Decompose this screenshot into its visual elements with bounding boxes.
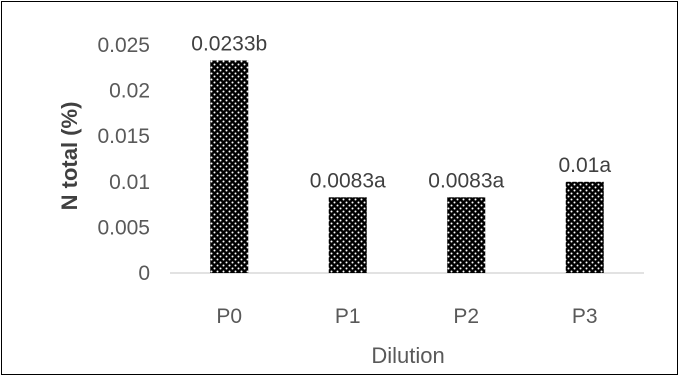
y-tick-label: 0.025: [97, 34, 150, 57]
y-axis-label: N total (%): [57, 102, 82, 211]
x-axis-categories: P0 P1 P2 P3: [216, 305, 597, 328]
x-tick-label: P1: [335, 305, 361, 328]
data-label: 0.0083a: [310, 169, 386, 192]
bar-p2: [447, 197, 486, 273]
data-label: 0.0083a: [428, 169, 504, 192]
x-tick-label: P2: [453, 305, 479, 328]
x-tick-label: P0: [216, 305, 242, 328]
y-axis-ticks: 0 0.005 0.01 0.015 0.02 0.025: [97, 34, 150, 285]
data-label: 0.0233b: [191, 33, 267, 56]
data-label: 0.01a: [558, 154, 611, 177]
y-tick-label: 0.02: [109, 80, 150, 103]
y-tick-label: 0.005: [97, 216, 150, 239]
data-labels: 0.0233b 0.0083a 0.0083a 0.01a: [191, 33, 611, 193]
y-tick-label: 0.015: [97, 125, 150, 148]
x-axis-label: Dilution: [371, 343, 444, 368]
x-tick-label: P3: [572, 305, 598, 328]
bar-series: [210, 60, 604, 274]
bar-p0: [210, 60, 249, 274]
bar-p3: [565, 181, 604, 273]
bar-p1: [328, 197, 367, 273]
y-tick-label: 0: [138, 262, 150, 285]
y-tick-label: 0.01: [109, 171, 150, 194]
